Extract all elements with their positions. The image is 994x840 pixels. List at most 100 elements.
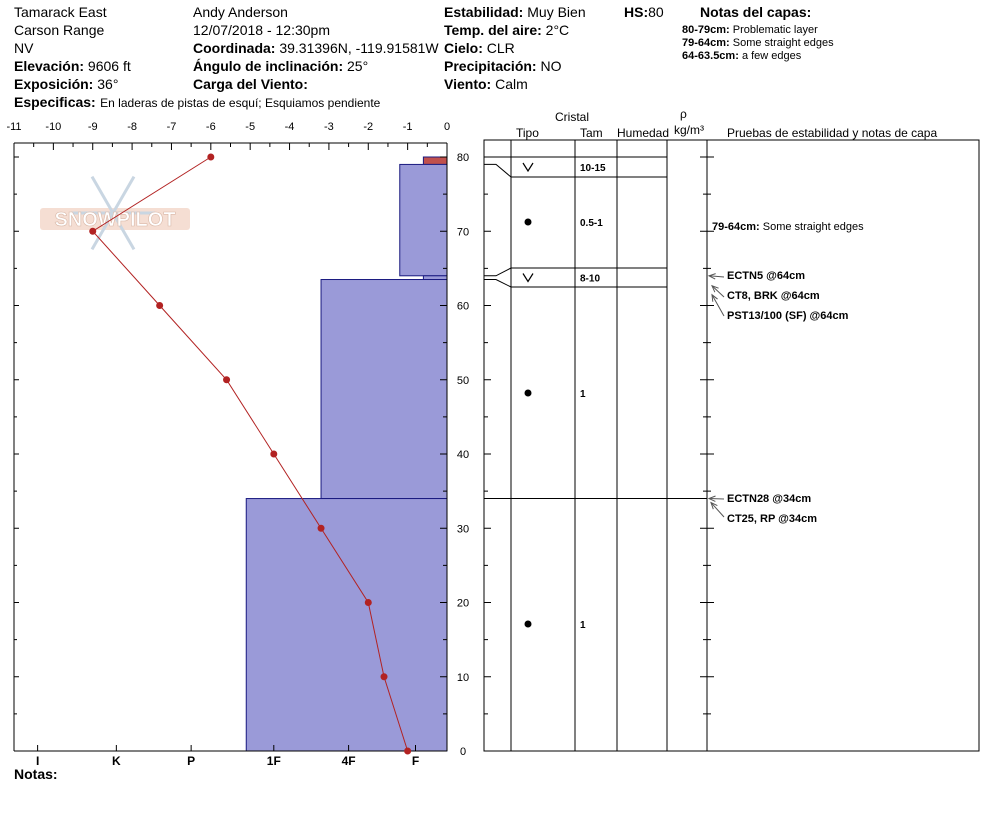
crystal-size-label: 1 <box>580 389 586 400</box>
temp-tick-label: -7 <box>167 121 177 133</box>
coordinate-value: 39.31396N, -119.91581W <box>279 40 439 56</box>
temp-tick-label: -9 <box>88 121 98 133</box>
sky-row: Cielo: CLR <box>444 40 515 56</box>
precip-row: Precipitación: NO <box>444 58 561 74</box>
height-tick-label: 30 <box>457 523 469 535</box>
observation-datetime: 12/07/2018 - 12:30pm <box>193 22 330 38</box>
aspect-value: 36° <box>97 76 119 92</box>
temp-tick-label: -2 <box>363 121 373 133</box>
temperature-point <box>156 302 164 309</box>
table-border <box>483 139 980 752</box>
location-name: Tamarack East <box>14 4 107 20</box>
temp-tick-label: -6 <box>206 121 216 133</box>
hardness-tick-label: P <box>187 754 195 768</box>
observer-name: Andy Anderson <box>193 4 288 20</box>
temperature-point <box>404 747 412 755</box>
temperature-point <box>223 376 231 384</box>
state-name: NV <box>14 40 34 56</box>
moisture-header: Humedad <box>617 126 670 140</box>
temp-tick-label: -11 <box>6 121 21 133</box>
layer-connector <box>484 279 512 288</box>
tests-header: Pruebas de estabilidad y notas de capa <box>727 126 938 140</box>
layer-connector <box>484 163 512 178</box>
stability-row: Estabilidad: Muy Bien <box>444 4 586 20</box>
rounded-grain-symbol <box>524 620 532 628</box>
specifics-value: En laderas de pistas de esquí; Esquiamos… <box>100 96 381 110</box>
rounded-grain-symbol <box>524 389 532 397</box>
sky-label: Cielo: <box>444 40 483 56</box>
test-arrow-line <box>711 285 725 298</box>
test-arrow-line <box>711 294 725 317</box>
incline-label: Ángulo de inclinación: <box>193 58 344 74</box>
test-arrow-head <box>711 293 718 302</box>
temperature-point <box>270 450 278 458</box>
coordinate-label: Coordinada: <box>193 40 276 56</box>
stability-test-3: PST13/100 (SF) @64cm <box>727 310 849 322</box>
air-temp-value: 2°C <box>545 22 570 38</box>
notes-label: Notas: <box>14 766 58 782</box>
hardness-bar <box>422 275 448 281</box>
sky-value: CLR <box>486 40 515 56</box>
hs-label: HS: <box>624 4 649 20</box>
test-arrow-head <box>707 273 716 280</box>
wind-value: Calm <box>495 76 528 92</box>
stability-test-2: CT8, BRK @64cm <box>727 290 820 302</box>
crystal-size-label: 8-10 <box>580 274 600 285</box>
layer-table: 10-15 8-10 0.5-1 1 1 <box>483 139 980 752</box>
elevation-row: Elevación: 9606 ft <box>14 58 131 74</box>
density-unit-header: kg/m³ <box>674 123 704 137</box>
crystal-size-label: 0.5-1 <box>580 218 603 229</box>
temperature-point <box>380 673 388 681</box>
type-header: Tipo <box>516 126 539 140</box>
stability-test-4: ECTN28 @34cm <box>727 493 812 505</box>
rho-header: ρ <box>680 107 687 121</box>
temp-tick-label: -8 <box>127 121 137 133</box>
hardness-bar <box>245 498 448 752</box>
height-tick-label: 0 <box>460 746 466 758</box>
temp-tick-label: 0 <box>444 121 450 133</box>
precip-label: Precipitación: <box>444 58 537 74</box>
test-arrow-line <box>708 275 725 278</box>
temperature-point <box>317 524 325 532</box>
height-tick-label: 40 <box>457 449 469 461</box>
snowflake-arm <box>90 212 115 251</box>
elevation-value: 9606 ft <box>87 58 131 74</box>
layer-note-text: Problematic layer <box>732 24 818 36</box>
temperature-point <box>364 599 372 606</box>
specifics-row: Especificas: En laderas de pistas de esq… <box>14 94 380 112</box>
layer-notes-title: Notas del capas: <box>700 4 812 20</box>
hardness-tick-label: K <box>112 754 121 768</box>
snowflake-arm <box>90 175 115 214</box>
height-tick-label: 70 <box>457 226 469 238</box>
stability-test-5: CT25, RP @34cm <box>727 513 818 525</box>
layer-note-text: a few edges <box>741 50 802 62</box>
size-header: Tam <box>580 126 603 140</box>
test-arrow-head <box>711 284 719 293</box>
hardness-bar <box>399 163 448 277</box>
crystal-header: Cristal <box>555 110 590 124</box>
snowflake-arm <box>111 212 136 251</box>
layer-note-2: 79-64cm: Some straight edges <box>682 37 834 49</box>
crystal-size-label: 1 <box>580 620 586 631</box>
logo-text: SNOWPILOT <box>54 209 175 231</box>
elevation-label: Elevación: <box>14 58 85 74</box>
layer-note-text: Some straight edges <box>762 221 864 233</box>
test-arrow-line <box>710 502 725 518</box>
layer-note-range: 64-63.5cm: <box>682 50 739 62</box>
temp-tick-label: -3 <box>324 121 334 133</box>
temp-tick-label: -4 <box>285 121 295 133</box>
layer-note-3: 64-63.5cm: a few edges <box>682 50 801 62</box>
chart-frame: -11 -10 -9 -8 -7 -6 -5 -4 -3 -2 -1 0807060504030201… <box>6 121 469 768</box>
hardness-tick-label: 4F <box>342 754 356 768</box>
temperature-profile-series <box>89 153 412 755</box>
hardness-tick-label: 1F <box>267 754 281 768</box>
layer-note-range: 79-64cm: <box>682 37 730 49</box>
snowpilot-logo: SNOWPILOT <box>40 175 190 251</box>
height-tick-label: 60 <box>457 301 469 313</box>
hardness-tick-label: I <box>36 754 39 768</box>
coordinate-row: Coordinada: 39.31396N, -119.91581W <box>193 40 439 56</box>
layer-connector <box>484 267 512 277</box>
air-temp-label: Temp. del aire: <box>444 22 542 38</box>
range-name: Carson Range <box>14 22 105 38</box>
